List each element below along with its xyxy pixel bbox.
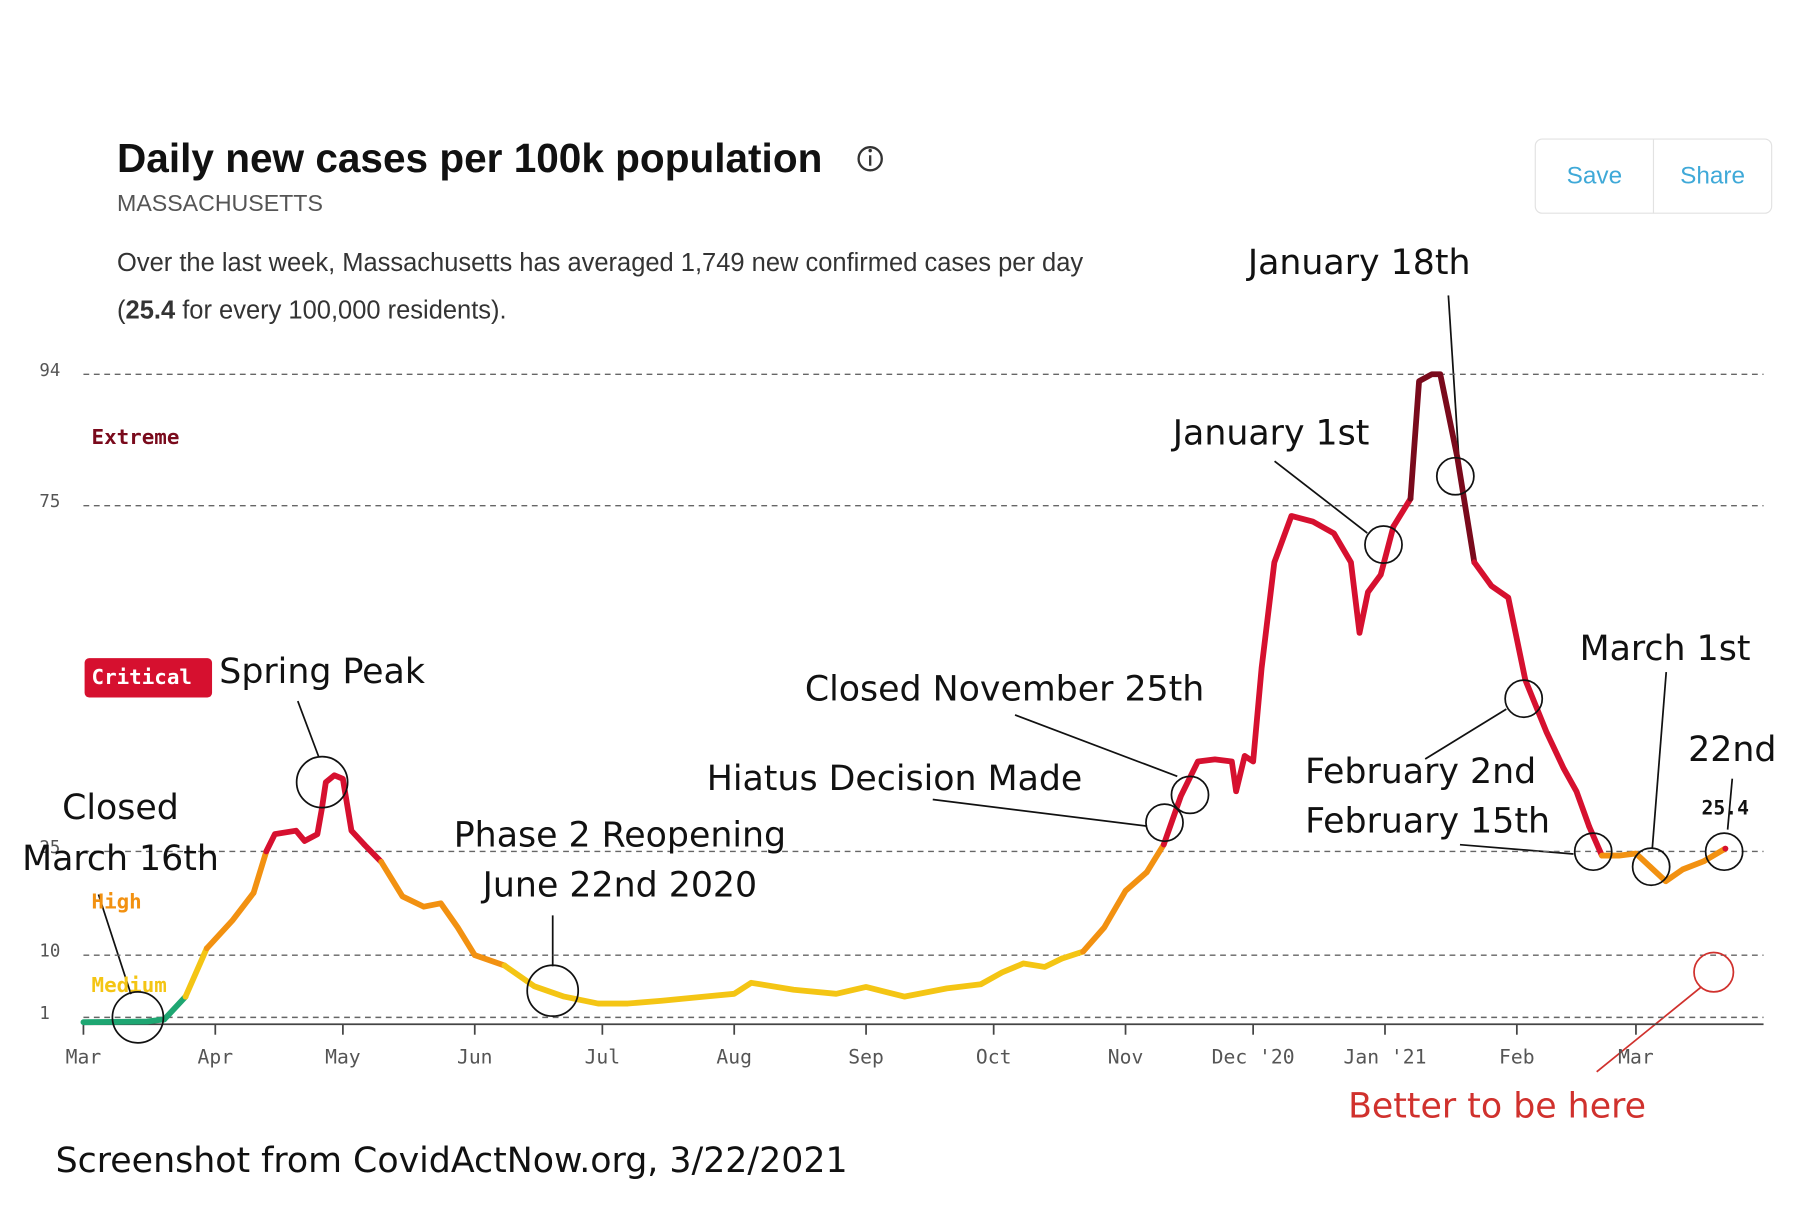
- y-tick-label: 94: [39, 361, 60, 381]
- annotation: Closed November 25th: [805, 670, 1204, 710]
- x-tick-label: Nov: [1108, 1045, 1144, 1068]
- x-tick-label: Jun: [457, 1045, 493, 1068]
- y-tick-label: 10: [39, 942, 60, 962]
- y-tick-label: 1: [39, 1004, 49, 1024]
- x-tick-label: Sep: [848, 1045, 884, 1068]
- footer-note: Screenshot from CovidActNow.org, 3/22/20…: [56, 1141, 848, 1181]
- annotation: March 1st: [1580, 629, 1751, 669]
- line-connector: [250, 848, 270, 896]
- annotation: Spring Peak: [219, 652, 426, 692]
- chart-title: Daily new cases per 100k population: [117, 135, 822, 181]
- line-connector: [1586, 823, 1605, 859]
- line-connector: [182, 945, 210, 1000]
- save-button[interactable]: Save: [1567, 163, 1622, 190]
- annotation-circle: [1170, 775, 1210, 815]
- x-tick-label: Mar: [1618, 1045, 1654, 1068]
- level-badge: [84, 658, 213, 698]
- annotation: 22nd: [1688, 730, 1776, 770]
- annotation-circle: [1364, 525, 1403, 564]
- annotation-circle: [1631, 847, 1671, 887]
- line-series: [1471, 559, 1593, 830]
- line-series: [203, 889, 257, 952]
- annotation-circle: [111, 990, 165, 1044]
- annotation-circle: [1693, 951, 1735, 993]
- annotation-circle: [1504, 679, 1544, 719]
- annotation: Hiatus Decision Made: [707, 759, 1083, 799]
- annotation-circle: [1145, 803, 1184, 843]
- x-tick-label: Jul: [585, 1045, 621, 1068]
- level-label: Critical: [92, 665, 192, 689]
- x-tick-label: Oct: [976, 1045, 1012, 1068]
- annotation-circle: [1704, 832, 1744, 872]
- line-series: [501, 955, 1065, 1007]
- line-series: [378, 858, 478, 959]
- annotation: February 2nd: [1305, 752, 1536, 792]
- annotation: Phase 2 Reopening: [454, 816, 786, 856]
- x-tick-label: Feb: [1499, 1045, 1535, 1068]
- annotation-circle: [295, 755, 349, 809]
- line-series: [1407, 371, 1461, 502]
- x-tick-label: Aug: [716, 1045, 752, 1068]
- line-connector: [1058, 948, 1086, 962]
- annotation: January 18th: [1246, 243, 1471, 283]
- annotation-circle: [1435, 456, 1475, 496]
- share-button[interactable]: Share: [1680, 163, 1745, 190]
- line-series: [1080, 869, 1150, 955]
- annotation-circle: [1573, 832, 1613, 872]
- value-label: 25.4: [1702, 797, 1749, 820]
- annotation: Better to be here: [1348, 1087, 1646, 1127]
- line-series: [80, 1016, 168, 1026]
- y-tick-label: 25: [39, 838, 60, 858]
- annotation: March 16th: [22, 839, 219, 879]
- line-connector: [361, 841, 385, 865]
- annotation-pointers: [97, 295, 1734, 1073]
- line-series: [263, 772, 368, 855]
- line-connector: [1143, 841, 1167, 876]
- level-label: High: [92, 890, 142, 914]
- line-series: [1599, 850, 1707, 885]
- button-group: Save Share: [1534, 138, 1773, 214]
- x-tick-label: Jan '21: [1343, 1045, 1426, 1068]
- level-label: Extreme: [92, 425, 180, 449]
- line-connector: [471, 952, 508, 969]
- x-tick-label: Mar: [66, 1045, 102, 1068]
- x-tick-label: May: [325, 1045, 361, 1068]
- x-tick-label: Apr: [198, 1045, 234, 1068]
- annotation-circle: [526, 964, 580, 1018]
- x-tick-label: Dec '20: [1212, 1045, 1295, 1068]
- y-tick-label: 75: [39, 492, 60, 512]
- line-series: [1160, 513, 1397, 848]
- chart-subtitle: MASSACHUSETTS: [117, 190, 323, 216]
- line-connector: [161, 993, 189, 1023]
- description-part: (: [117, 296, 126, 324]
- annotation: Closed: [62, 788, 179, 828]
- description: Over the last week, Massachusetts has av…: [117, 249, 1083, 277]
- annotation: June 22nd 2020: [481, 865, 758, 905]
- line-connector: [1390, 495, 1414, 530]
- annotation: January 1st: [1171, 414, 1370, 454]
- line-connector: [1454, 454, 1478, 566]
- description-value: 25.4: [126, 296, 176, 324]
- annotation: February 15th: [1305, 802, 1550, 842]
- info-icon[interactable]: [857, 145, 883, 172]
- description-part: for every 100,000 residents).: [175, 296, 506, 324]
- description: (25.4 for every 100,000 residents).: [117, 296, 507, 324]
